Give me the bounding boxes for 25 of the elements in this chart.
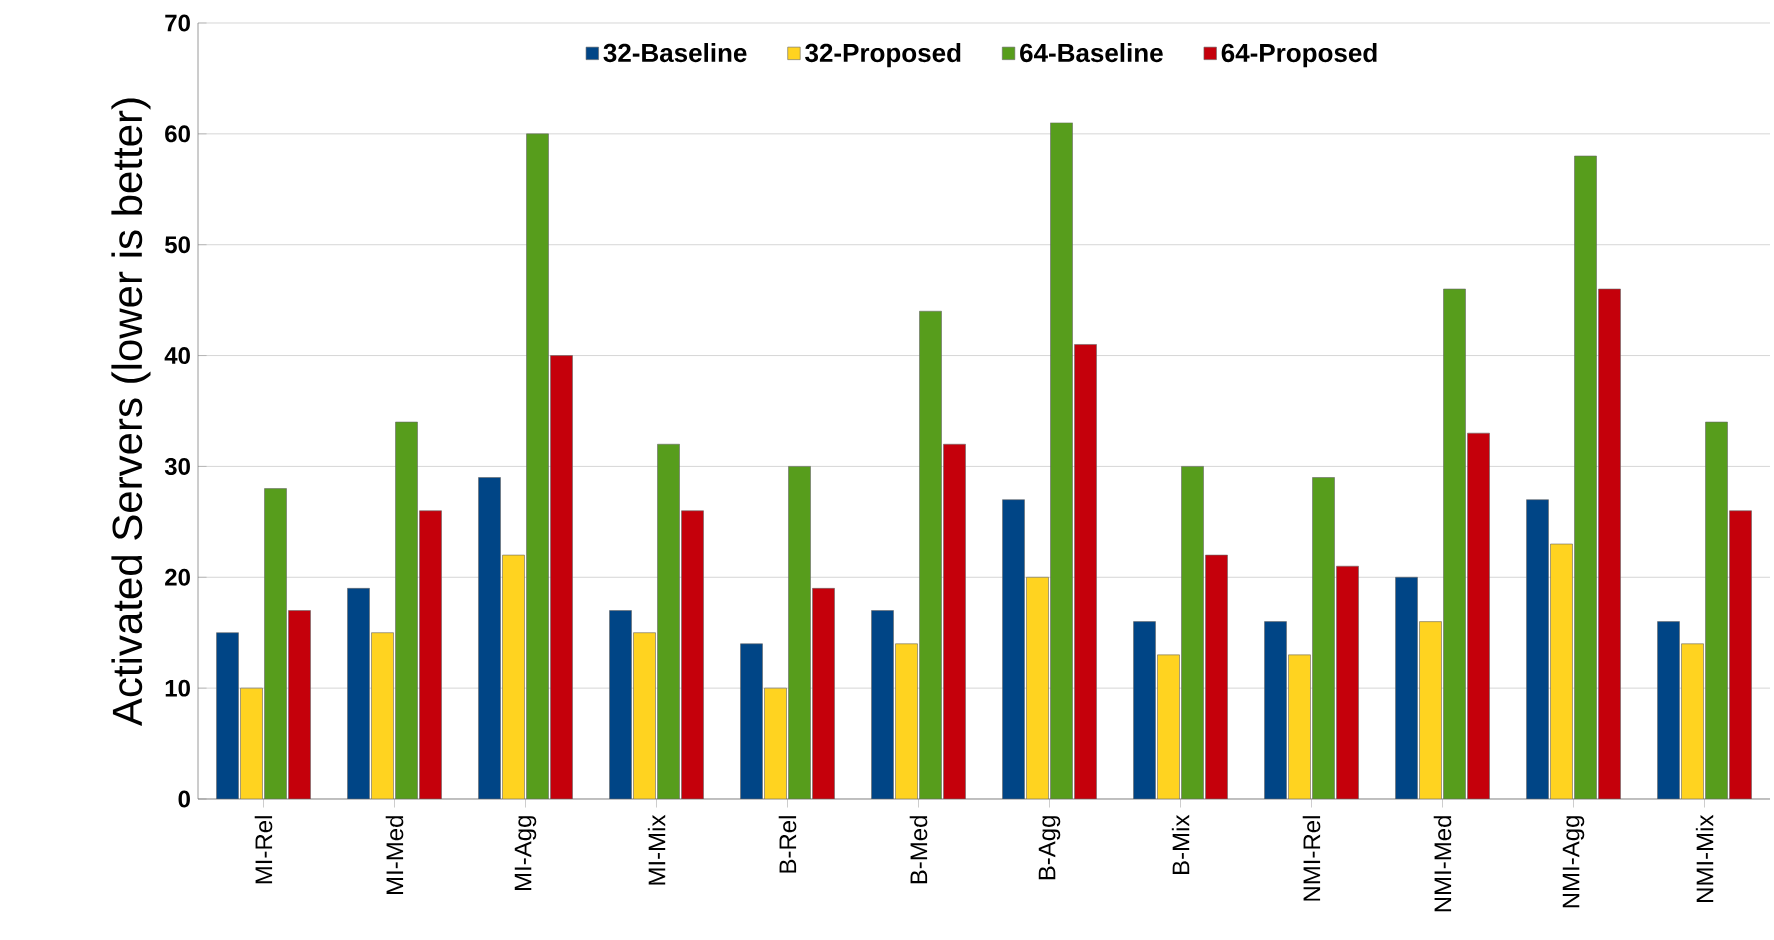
y-tick-label: 40 (164, 347, 190, 365)
x-tick-label: MI-Rel (254, 816, 273, 884)
y-tick-label: 20 (165, 568, 190, 586)
x-tick-label: MI-Med (385, 816, 404, 894)
x-tick-label: B-Med (909, 816, 928, 884)
x-tick-label: B-Rel (778, 816, 797, 873)
x-tick-label: NMI-Med (1433, 816, 1452, 912)
x-tick-label: MI-Agg (514, 816, 537, 890)
x-tick-label: NMI-Agg (1562, 816, 1585, 908)
y-tick-label: 60 (165, 125, 190, 143)
legend-label: 32-Baseline (603, 43, 747, 63)
y-tick-label: 0 (178, 790, 190, 808)
x-tick-label: NMI-Mix (1695, 814, 1714, 902)
legend-label: 64-Proposed (1221, 43, 1377, 68)
y-axis-title: Activated Servers (lower is better) (111, 98, 151, 726)
y-tick-label: 10 (165, 679, 190, 697)
x-tick-label: B-Mix (1171, 814, 1190, 874)
x-tick-label: MI-Mix (647, 814, 666, 885)
y-tick-label: 70 (165, 14, 190, 32)
legend-label: 64-Baseline (1020, 43, 1163, 63)
y-tick-label: 30 (164, 457, 190, 475)
x-tick-label: B-Agg (1038, 816, 1061, 880)
y-tick-label: 50 (164, 236, 190, 254)
legend-label: 32-Proposed (805, 43, 961, 68)
x-tick-label: NMI-Rel (1302, 816, 1321, 901)
